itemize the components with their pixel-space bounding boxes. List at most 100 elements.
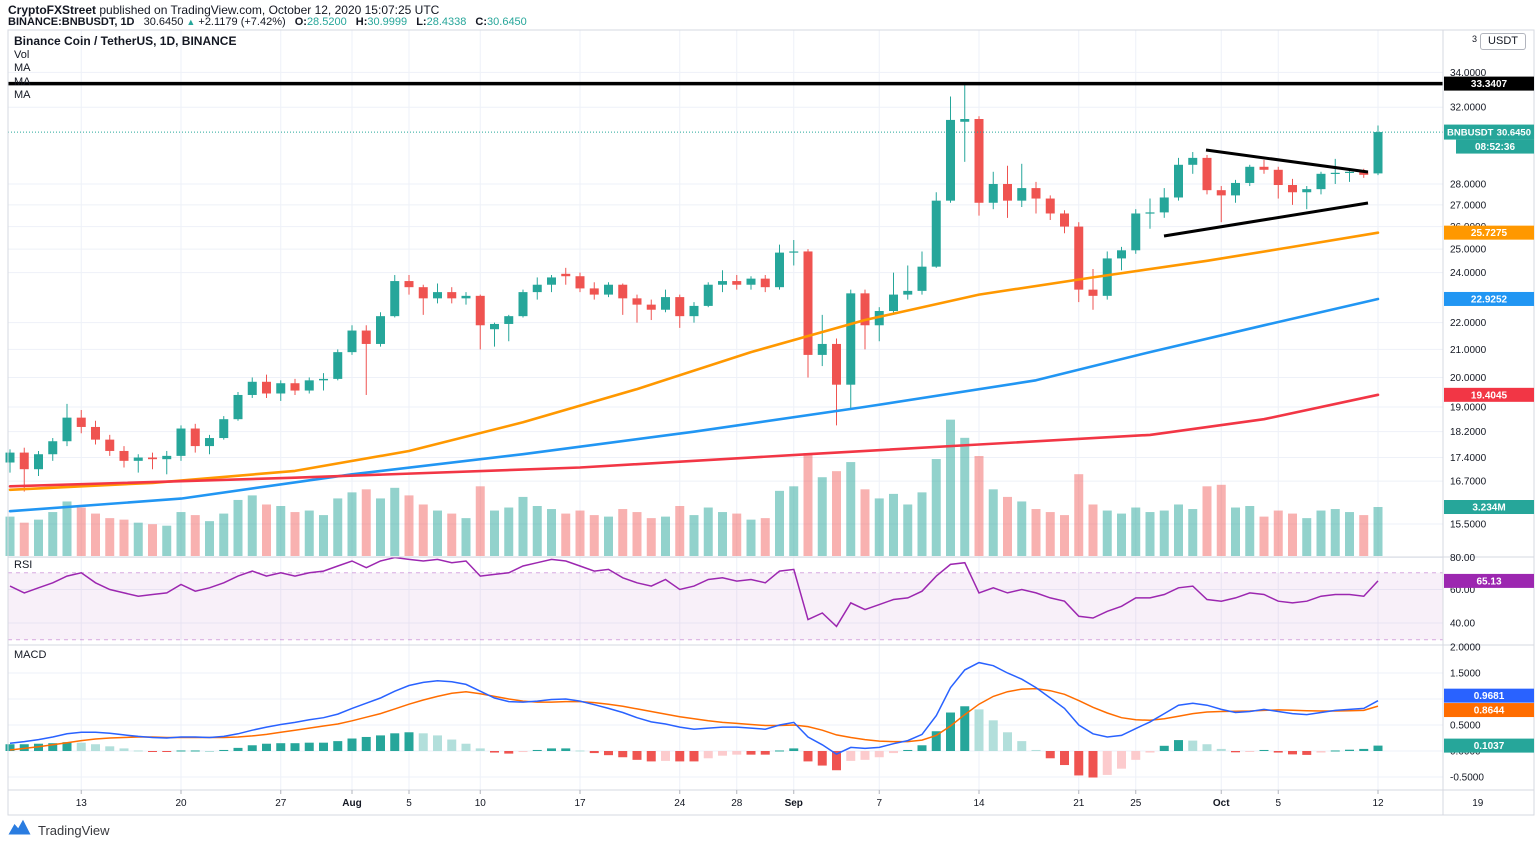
svg-text:-0.5000: -0.5000 [1450, 773, 1484, 784]
last-price-badge [1444, 124, 1534, 140]
svg-text:30.6450: 30.6450 [1497, 128, 1531, 139]
symbol-line: BINANCE:BNBUSDT, 1D 30.6450 ▲ +2.1179 (+… [8, 16, 527, 28]
svg-text:27: 27 [275, 798, 287, 809]
svg-text:33.3407: 33.3407 [1471, 79, 1508, 90]
open-label: O: [294, 16, 307, 28]
legend-ma1: MA [14, 62, 31, 74]
publisher: CryptoFXStreet [8, 3, 97, 17]
svg-text:3.234M: 3.234M [1472, 503, 1505, 514]
svg-text:25.7275: 25.7275 [1471, 228, 1508, 239]
legend-vol: Vol [14, 48, 30, 61]
svg-text:34.0000: 34.0000 [1450, 68, 1487, 79]
ma-200-line [8, 393, 1380, 488]
svg-text:17.4000: 17.4000 [1450, 453, 1487, 464]
svg-text:24.0000: 24.0000 [1450, 268, 1487, 279]
volume-bars [5, 419, 1383, 556]
publish-info: published on TradingView.com, October 12… [96, 3, 440, 17]
svg-text:20.0000: 20.0000 [1450, 373, 1487, 384]
svg-text:0.9681: 0.9681 [1474, 691, 1505, 702]
low-value: 28.4338 [426, 16, 467, 28]
svg-text:13: 13 [76, 798, 88, 809]
svg-text:32.0000: 32.0000 [1450, 103, 1487, 114]
svg-text:12: 12 [1372, 798, 1384, 809]
high-value: 30.9999 [367, 16, 408, 28]
tradingview-attribution[interactable]: TradingView [8, 819, 110, 841]
svg-text:20: 20 [175, 798, 187, 809]
svg-text:16.7000: 16.7000 [1450, 477, 1487, 488]
svg-text:27.0000: 27.0000 [1450, 200, 1487, 211]
svg-text:Oct: Oct [1213, 798, 1230, 809]
svg-text:0.5000: 0.5000 [1450, 721, 1481, 732]
time-axis-labels: 13 20 27 Aug 5 10 17 24 28 Sep 7 14 21 25 Oct 5 12 19 [76, 790, 1484, 809]
axis-superscript: 3 [1472, 34, 1478, 44]
open-value: 28.5200 [306, 16, 347, 28]
svg-text:22.9252: 22.9252 [1471, 294, 1508, 305]
svg-text:2.0000: 2.0000 [1450, 643, 1481, 654]
ma-100-line [8, 297, 1380, 513]
axis-badges: 33.3407 25.7275 22.9252 19.4045 3.234M 65.13 0… [1444, 76, 1534, 753]
legend-ma3: MA [14, 89, 31, 101]
price-axis-unit: 3 USDT [1472, 33, 1526, 50]
svg-text:0.1037: 0.1037 [1474, 741, 1505, 752]
svg-text:40.00: 40.00 [1450, 619, 1475, 630]
up-arrow-icon: ▲ [186, 17, 196, 27]
macd-histogram [5, 706, 1383, 778]
high-label: H: [355, 16, 368, 28]
legend-ma2: MA [14, 75, 31, 88]
macd-label: MACD [14, 649, 47, 661]
tradingview-logo-icon [8, 819, 31, 841]
axis-tick-labels: 34.000032.000028.000027.000026.000025.00… [1450, 68, 1487, 784]
gridlines [8, 30, 1443, 790]
macd-line [9, 661, 1379, 755]
rsi-band [8, 572, 1443, 641]
svg-text:15.5000: 15.5000 [1450, 520, 1487, 531]
svg-text:19.4045: 19.4045 [1471, 390, 1508, 401]
svg-text:5: 5 [1275, 798, 1281, 809]
publish-line: CryptoFXStreet published on TradingView.… [8, 3, 439, 17]
svg-text:22.0000: 22.0000 [1450, 318, 1487, 329]
main-legend: Binance Coin / TetherUS, 1D, BINANCE Vol… [14, 34, 237, 103]
svg-text:19: 19 [1472, 798, 1484, 809]
svg-text:14: 14 [973, 798, 985, 809]
rsi-label: RSI [14, 559, 33, 571]
svg-text:28.0000: 28.0000 [1450, 179, 1487, 190]
svg-text:0.8644: 0.8644 [1474, 706, 1505, 717]
svg-text:25.0000: 25.0000 [1450, 245, 1487, 256]
svg-text:5: 5 [406, 798, 412, 809]
ma-50-line [8, 231, 1380, 492]
svg-text:1.5000: 1.5000 [1450, 669, 1481, 680]
macd-signal-line [9, 687, 1379, 751]
svg-text:7: 7 [876, 798, 882, 809]
svg-text:Aug: Aug [342, 798, 361, 809]
currency-unit-button[interactable]: USDT [1480, 33, 1526, 50]
svg-text:BNBUSDT: BNBUSDT [1447, 128, 1494, 139]
svg-text:28: 28 [731, 798, 743, 809]
pane-borders [7, 29, 1535, 816]
close-value: 30.6450 [487, 16, 527, 28]
last-price: 30.6450 [143, 16, 184, 28]
tradingview-brand-text: TradingView [38, 822, 110, 838]
countdown-badge [1456, 139, 1534, 154]
svg-text:21.0000: 21.0000 [1450, 345, 1487, 356]
close-label: C: [475, 16, 488, 28]
change: +2.1179 (+7.42%) [198, 16, 286, 28]
rsi-line [9, 556, 1379, 628]
trendlines-and-levels [8, 81, 1443, 238]
svg-text:17: 17 [574, 798, 586, 809]
svg-text:08:52:36: 08:52:36 [1475, 142, 1515, 153]
svg-text:19.0000: 19.0000 [1450, 402, 1487, 413]
low-label: L: [416, 16, 427, 28]
svg-text:Sep: Sep [785, 798, 803, 809]
svg-text:25: 25 [1130, 798, 1142, 809]
symbol: BINANCE:BNBUSDT, 1D [8, 16, 135, 28]
svg-text:65.13: 65.13 [1476, 576, 1501, 587]
svg-text:21: 21 [1073, 798, 1085, 809]
svg-text:24: 24 [674, 798, 686, 809]
svg-text:60.00: 60.00 [1450, 585, 1475, 596]
svg-text:10: 10 [475, 798, 487, 809]
candles [5, 82, 1383, 492]
chart-title: Binance Coin / TetherUS, 1D, BINANCE [14, 34, 237, 48]
svg-text:80.00: 80.00 [1450, 553, 1475, 564]
